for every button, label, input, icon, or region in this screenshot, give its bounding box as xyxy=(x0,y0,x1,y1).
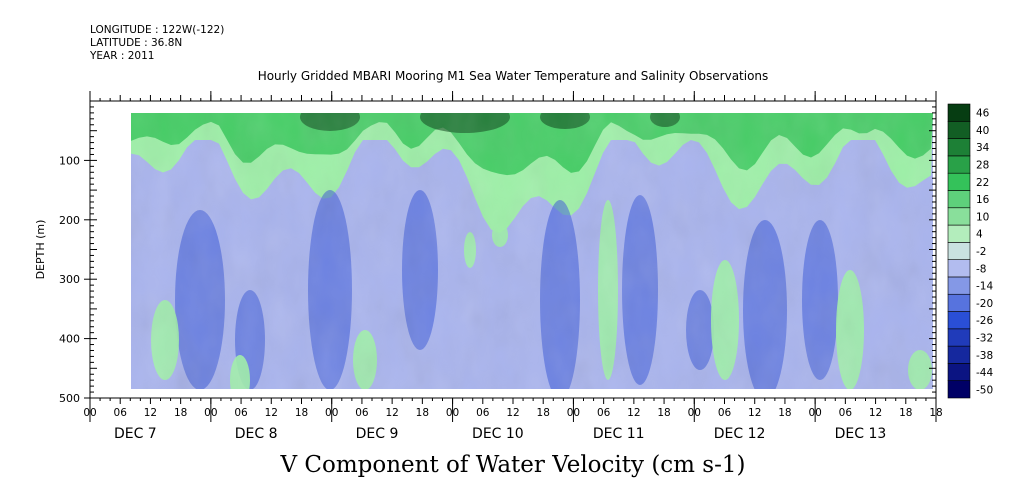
x-day-label: DEC 12 xyxy=(714,426,766,442)
colorbar-tick-label: -14 xyxy=(976,281,993,293)
colorbar: 46 40 34 28 22 16 10 4 -2 -8 -14 -20 -26 -32 -38 -44 -50 xyxy=(947,103,993,399)
colorbar-title: V Component of Water Velocity (cm s-1) xyxy=(280,452,746,478)
x-hour-label: 00 xyxy=(83,407,96,419)
colorbar-tick-label: 28 xyxy=(976,160,989,172)
x-hour-label: 18 xyxy=(657,407,670,419)
colorbar-tick-label: 4 xyxy=(976,229,983,241)
x-hour-label: 06 xyxy=(839,407,853,419)
x-hour-label: 06 xyxy=(355,407,369,419)
heat-texture xyxy=(131,113,933,389)
x-hour-label: 18 xyxy=(899,407,912,419)
colorbar-tick-label: -8 xyxy=(976,263,986,275)
x-hour-label: 12 xyxy=(627,407,640,419)
x-hour-label: 18 xyxy=(537,407,550,419)
colorbar-tick-label: -20 xyxy=(976,298,993,310)
colorbar-segment xyxy=(947,380,971,399)
colorbar-segment xyxy=(947,328,971,347)
x-hour-label: 18 xyxy=(778,407,791,419)
x-day-label: DEC 11 xyxy=(593,426,645,442)
x-hour-label: 00 xyxy=(567,407,580,419)
colorbar-tick-label: 40 xyxy=(976,125,989,137)
colorbar-segment xyxy=(947,276,971,295)
colorbar-tick-label: 10 xyxy=(976,211,989,223)
x-hour-label: 06 xyxy=(234,407,248,419)
colorbar-segment xyxy=(947,259,971,278)
x-hour-label: 18 xyxy=(929,407,942,419)
y-tick-label: 200 xyxy=(59,214,80,227)
header-meta: LONGITUDE : 122W(-122) LATITUDE : 36.8N … xyxy=(90,24,224,63)
colorbar-tick-label: 22 xyxy=(976,177,989,189)
x-hour-label: 00 xyxy=(446,407,459,419)
colorbar-segment xyxy=(947,155,971,174)
x-hour-label: 12 xyxy=(144,407,157,419)
x-day-label: DEC 8 xyxy=(235,426,278,442)
colorbar-segment xyxy=(947,190,971,209)
colorbar-tick-label: -50 xyxy=(976,384,993,396)
latitude-label: LATITUDE : 36.8N xyxy=(90,37,183,49)
plot-axes: 00 06 12 18 00 06 12 18 00 06 12 18 00 06 12 18 00 06 12 18… xyxy=(34,91,943,442)
chart-title: Hourly Gridded MBARI Mooring M1 Sea Wate… xyxy=(257,69,769,83)
x-hour-label: 00 xyxy=(688,407,701,419)
x-hour-label: 06 xyxy=(597,407,611,419)
x-day-label: DEC 10 xyxy=(472,426,524,442)
colorbar-tick-label: -26 xyxy=(976,315,993,327)
colorbar-tick-label: 46 xyxy=(976,108,990,120)
x-day-label: DEC 9 xyxy=(356,426,399,442)
x-hour-label: 06 xyxy=(476,407,490,419)
colorbar-segment xyxy=(947,311,971,330)
x-hour-label: 00 xyxy=(808,407,821,419)
x-hour-label: 18 xyxy=(174,407,187,419)
x-hour-label: 12 xyxy=(748,407,761,419)
x-hour-label: 12 xyxy=(869,407,882,419)
y-tick-label: 100 xyxy=(59,154,80,167)
colorbar-segment xyxy=(947,293,971,312)
colorbar-segment xyxy=(947,363,971,382)
colorbar-tick-label: -32 xyxy=(976,332,993,344)
longitude-label: LONGITUDE : 122W(-122) xyxy=(90,24,225,36)
x-day-label: DEC 7 xyxy=(114,426,157,442)
x-hour-label: 18 xyxy=(416,407,429,419)
x-hour-label: 12 xyxy=(265,407,278,419)
x-hour-label: 18 xyxy=(295,407,308,419)
x-hour-label: 06 xyxy=(718,407,732,419)
colorbar-segment xyxy=(947,207,971,226)
x-hour-label: 00 xyxy=(325,407,338,419)
colorbar-segment xyxy=(947,224,971,243)
heatmap-field xyxy=(131,113,933,389)
year-label: YEAR : 2011 xyxy=(90,50,155,62)
colorbar-segment xyxy=(947,242,971,260)
colorbar-tick-label: -2 xyxy=(976,246,986,258)
y-tick-label: 300 xyxy=(59,273,80,286)
colorbar-tick-label: -38 xyxy=(976,350,993,362)
x-hour-label: 00 xyxy=(204,407,217,419)
colorbar-segment xyxy=(947,138,971,157)
colorbar-segment xyxy=(947,172,971,191)
y-axis-label: DEPTH (m) xyxy=(34,220,47,280)
colorbar-tick-label: 34 xyxy=(976,142,990,154)
x-day-label: DEC 13 xyxy=(835,426,887,442)
x-hour-label: 06 xyxy=(114,407,128,419)
y-tick-label: 400 xyxy=(59,333,80,346)
x-hour-label: 12 xyxy=(506,407,519,419)
colorbar-segment xyxy=(947,345,971,364)
colorbar-segment xyxy=(947,120,971,139)
y-tick-label: 500 xyxy=(59,392,80,405)
colorbar-segment xyxy=(947,103,971,122)
colorbar-tick-label: 16 xyxy=(976,194,990,206)
x-hour-label: 12 xyxy=(385,407,398,419)
colorbar-tick-label: -44 xyxy=(976,367,993,379)
